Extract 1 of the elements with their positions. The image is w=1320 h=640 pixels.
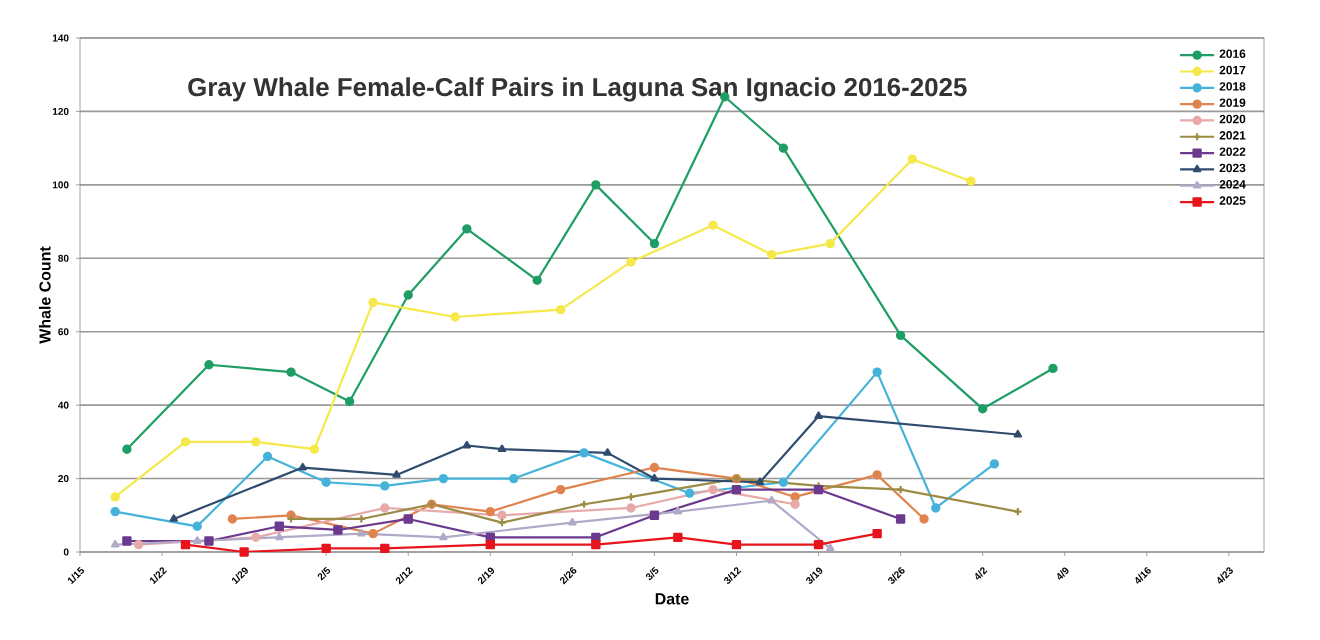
text: Gray Whale Female-Calf Pairs in Laguna San Ignacio 2016-2025 [188, 77, 967, 102]
